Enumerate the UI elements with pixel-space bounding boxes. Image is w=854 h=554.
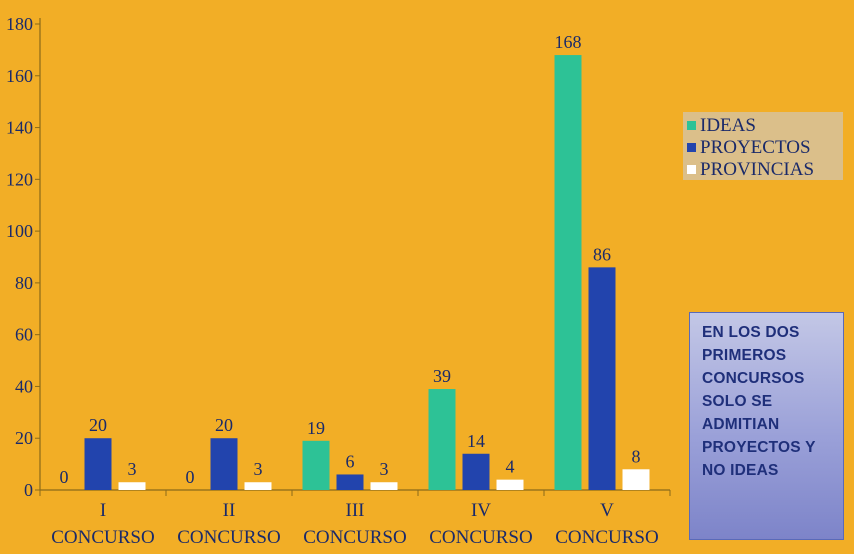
data-label: 14	[467, 431, 485, 451]
legend-item-provincias: PROVINCIAS	[687, 159, 814, 181]
bar-ideas	[302, 440, 330, 490]
legend-label-provincias: PROVINCIAS	[700, 159, 815, 180]
data-label: 20	[215, 415, 233, 435]
legend-label-proyectos: PROYECTOS	[700, 137, 811, 158]
legend-label-ideas: IDEAS	[700, 115, 756, 136]
x-tick-label: II	[223, 500, 236, 521]
data-label: 3	[254, 459, 263, 479]
bar-provincias	[244, 482, 272, 490]
data-label: 20	[89, 415, 107, 435]
x-tick-label: CONCURSO	[303, 527, 406, 548]
data-label: 19	[307, 418, 325, 438]
data-label: 39	[433, 366, 451, 386]
bar-proyectos	[336, 474, 364, 490]
y-tick-label: 160	[6, 66, 33, 86]
chart-axes: 020406080100120140160180ICONCURSOIICONCU…	[6, 14, 671, 548]
y-tick-label: 100	[6, 221, 33, 241]
x-tick-label: I	[100, 500, 106, 521]
bar-proyectos	[210, 438, 238, 490]
note-box: EN LOS DOS PRIMEROS CONCURSOS SOLO SE AD…	[689, 312, 844, 540]
bar-proyectos	[588, 267, 616, 490]
x-tick-label: IV	[471, 500, 491, 521]
bar-ideas	[554, 55, 582, 491]
bar-ideas	[428, 389, 456, 490]
y-tick-label: 120	[6, 169, 33, 189]
bar-provincias	[370, 482, 398, 490]
data-label: 0	[60, 467, 69, 487]
legend-item-ideas: IDEAS	[687, 115, 756, 137]
legend-swatch-ideas	[687, 121, 696, 130]
bar-provincias	[496, 479, 524, 490]
x-tick-label: CONCURSO	[51, 527, 154, 548]
data-label: 4	[506, 457, 515, 477]
data-label: 0	[186, 467, 195, 487]
y-tick-label: 180	[6, 14, 33, 34]
bar-provincias	[622, 469, 650, 490]
data-label: 86	[593, 244, 611, 264]
chart-bars	[84, 55, 650, 491]
data-label: 168	[555, 32, 582, 52]
data-label: 8	[632, 446, 641, 466]
legend-swatch-provincias	[687, 165, 696, 174]
x-tick-label: CONCURSO	[555, 527, 658, 548]
data-label: 3	[380, 459, 389, 479]
bar-proyectos	[84, 438, 112, 490]
chart-labels: 0 0 19 39 168 20 20 6 14 86 3 3 3 4 8	[60, 32, 641, 487]
y-tick-label: 140	[6, 118, 33, 138]
x-tick-label: CONCURSO	[177, 527, 280, 548]
data-label: 6	[346, 451, 355, 471]
x-tick-label: CONCURSO	[429, 527, 532, 548]
bar-proyectos	[462, 453, 490, 490]
y-tick-label: 60	[15, 325, 33, 345]
bar-provincias	[118, 482, 146, 490]
y-tick-label: 80	[15, 273, 33, 293]
chart-legend: IDEAS PROYECTOS PROVINCIAS	[683, 112, 843, 180]
y-tick-label: 20	[15, 428, 33, 448]
data-label: 3	[128, 459, 137, 479]
legend-item-proyectos: PROYECTOS	[687, 137, 811, 159]
y-tick-label: 0	[24, 480, 33, 500]
legend-swatch-proyectos	[687, 143, 696, 152]
y-tick-label: 40	[15, 376, 33, 396]
x-tick-label: V	[600, 500, 614, 521]
x-tick-label: III	[346, 500, 365, 521]
